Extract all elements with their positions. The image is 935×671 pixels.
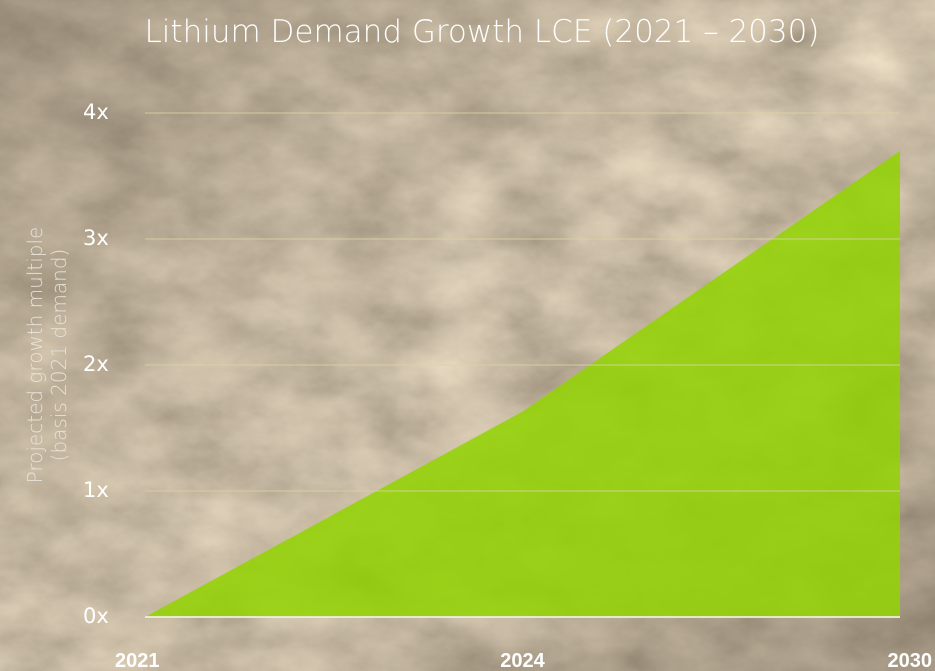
y-tick-label: 3x	[83, 226, 109, 250]
y-axis-title-line: (basis 2021 demand)	[47, 249, 71, 462]
y-tick-label: 0x	[83, 604, 109, 628]
plot-area: Projected growth multiple(basis 2021 dem…	[23, 100, 932, 671]
y-axis-title-line: Projected growth multiple	[23, 227, 47, 484]
x-tick-label: 2021	[115, 650, 160, 671]
x-tick-label: 2024	[500, 650, 545, 671]
x-tick-label: 2030	[888, 650, 933, 671]
y-axis-title: Projected growth multiple(basis 2021 dem…	[23, 227, 71, 484]
area	[145, 150, 900, 618]
chart-title: Lithium Demand Growth LCE (2021 – 2030)	[145, 14, 820, 50]
y-tick-label: 1x	[83, 478, 109, 502]
y-tick-label: 4x	[83, 100, 109, 124]
y-tick-label: 2x	[83, 352, 109, 376]
